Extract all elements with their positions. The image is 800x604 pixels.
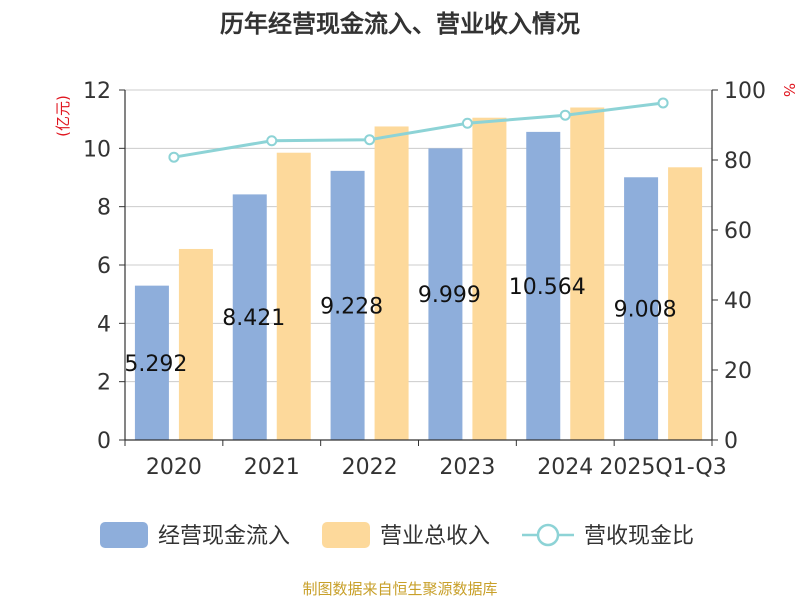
cash-inflow-data-label: 9.008 bbox=[614, 298, 677, 323]
right-axis-tick-label: 40 bbox=[724, 289, 752, 314]
bars bbox=[134, 107, 703, 441]
cash-inflow-bar bbox=[134, 285, 169, 440]
ratio-line-point bbox=[461, 117, 473, 129]
left-axis-tick-label: 12 bbox=[83, 79, 111, 104]
left-axis-unit: (亿元) bbox=[54, 95, 72, 137]
cash-inflow-data-label: 9.228 bbox=[320, 294, 383, 319]
ratio-line bbox=[168, 97, 669, 163]
revenue-bar bbox=[668, 167, 703, 440]
legend-label: 经营现金流入 bbox=[158, 524, 290, 549]
x-axis-tick-label: 2023 bbox=[439, 455, 495, 480]
right-axis-unit: % bbox=[780, 83, 798, 97]
ratio-line-point bbox=[559, 109, 571, 121]
revenue-bar bbox=[570, 107, 605, 440]
revenue-bar bbox=[178, 248, 213, 440]
x-axis-tick-label: 2021 bbox=[244, 455, 300, 480]
cash-inflow-bar bbox=[232, 194, 267, 440]
x-axis-tick-label: 2024 bbox=[537, 455, 593, 480]
ratio-line-point bbox=[266, 135, 278, 147]
legend-swatch-ratio-point bbox=[536, 523, 560, 547]
cash-inflow-bar bbox=[330, 170, 365, 440]
data-labels: 5.292 8.421 9.228 9.999 10.564 9.008 bbox=[124, 275, 676, 377]
cash-inflow-bar bbox=[526, 131, 561, 440]
cash-inflow-data-label: 9.999 bbox=[418, 283, 481, 308]
x-axis-tick-label: 2025Q1-Q3 bbox=[599, 455, 726, 480]
legend-label: 营业总收入 bbox=[380, 524, 490, 549]
cash-inflow-data-label: 10.564 bbox=[509, 275, 586, 300]
chart-title: 历年经营现金流入、营业收入情况 bbox=[220, 10, 580, 38]
legend-swatch-revenue bbox=[322, 522, 370, 548]
revenue-bar bbox=[374, 126, 409, 440]
right-axis-tick-label: 20 bbox=[724, 359, 752, 384]
ratio-line-point bbox=[168, 151, 180, 163]
left-axis-tick-label: 10 bbox=[83, 137, 111, 162]
axes: 0 2 4 6 8 10 12 0 20 40 60 80 100 2020 2021 2022 2023 202… bbox=[83, 79, 766, 480]
revenue-bar bbox=[472, 117, 507, 440]
cash-inflow-bar bbox=[624, 177, 659, 440]
legend-label: 营收现金比 bbox=[584, 524, 694, 549]
ratio-line-point bbox=[657, 97, 669, 109]
revenue-bar bbox=[276, 152, 311, 441]
x-axis-tick-label: 2022 bbox=[342, 455, 398, 480]
right-axis-tick-label: 60 bbox=[724, 219, 752, 244]
right-axis-tick-label: 0 bbox=[724, 429, 738, 454]
footer-source: 制图数据来自恒生聚源数据库 bbox=[302, 580, 497, 598]
left-axis-tick-label: 6 bbox=[97, 254, 111, 279]
left-axis-tick-label: 0 bbox=[97, 429, 111, 454]
left-axis-tick-label: 8 bbox=[97, 196, 111, 221]
right-axis-tick-label: 80 bbox=[724, 149, 752, 174]
grid-lines bbox=[125, 89, 712, 383]
right-axis-tick-label: 100 bbox=[724, 79, 766, 104]
ratio-line-path bbox=[173, 101, 664, 159]
cash-inflow-data-label: 8.421 bbox=[222, 306, 285, 331]
x-axis-tick-label: 2020 bbox=[146, 455, 202, 480]
cash-inflow-bar bbox=[428, 148, 463, 441]
left-axis-tick-label: 4 bbox=[97, 312, 111, 337]
legend: 经营现金流入 营业总收入 营收现金比 bbox=[100, 522, 694, 549]
ratio-line-point bbox=[364, 134, 376, 146]
legend-swatch-cash-inflow bbox=[100, 522, 148, 548]
left-axis-tick-label: 2 bbox=[97, 371, 111, 396]
cash-inflow-data-label: 5.292 bbox=[124, 352, 187, 377]
